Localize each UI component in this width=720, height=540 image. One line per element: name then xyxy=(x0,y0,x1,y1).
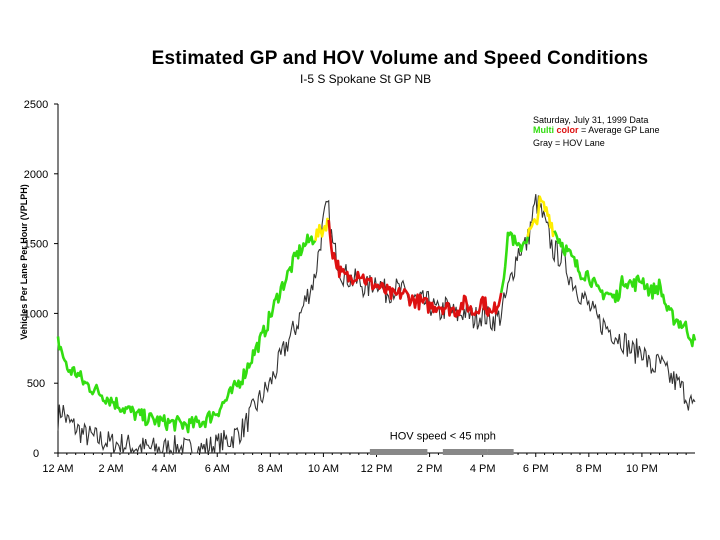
series-gp-lane-green xyxy=(56,233,317,434)
series-gp-lane-yellow xyxy=(526,195,556,238)
legend-multi-color: Multi color = Average GP Lane xyxy=(533,125,660,135)
hov-slow-bar xyxy=(487,449,514,455)
x-tick-label: 10 PM xyxy=(626,463,658,475)
y-tick-label: 1500 xyxy=(24,239,48,251)
x-tick-label: 2 AM xyxy=(99,463,124,475)
series-gp-lane-red xyxy=(327,219,503,318)
hov-slow-bar xyxy=(442,449,488,455)
series-gp-lane-green xyxy=(553,230,697,348)
y-tick-label: 500 xyxy=(27,378,45,390)
hov-slow-bar xyxy=(369,449,428,455)
legend-color-word: color xyxy=(557,125,580,135)
chart-subtitle: I-5 S Spokane St GP NB xyxy=(300,72,432,86)
x-tick-label: 8 PM xyxy=(576,463,602,475)
series-gp-lane-yellow xyxy=(314,217,330,241)
y-tick-label: 2000 xyxy=(24,169,48,181)
x-tick-label: 8 AM xyxy=(258,463,283,475)
y-tick-label: 2500 xyxy=(24,99,48,111)
hov-speed-label: HOV speed < 45 mph xyxy=(390,431,496,443)
series-gp-lane-green xyxy=(499,231,530,294)
legend-multi-desc: = Average GP Lane xyxy=(579,125,660,135)
legend: Saturday, July 31, 1999 Data Multi color… xyxy=(533,115,660,148)
x-tick-label: 2 PM xyxy=(417,463,443,475)
x-tick-label: 12 AM xyxy=(42,463,73,475)
y-tick-label: 1000 xyxy=(24,308,48,320)
x-tick-label: 4 AM xyxy=(152,463,177,475)
y-axis-label: Vehicles Per Lane Per Hour (VPLPH) xyxy=(19,184,29,340)
legend-gray-word: Gray xyxy=(533,138,553,148)
y-tick-label: 0 xyxy=(33,448,39,460)
x-tick-label: 6 PM xyxy=(523,463,549,475)
chart-title: Estimated GP and HOV Volume and Speed Co… xyxy=(151,48,649,69)
x-tick-label: 4 PM xyxy=(470,463,496,475)
legend-gray-desc: = HOV Lane xyxy=(553,138,605,148)
legend-multi-word: Multi xyxy=(533,125,554,135)
x-tick-label: 10 AM xyxy=(308,463,339,475)
x-tick-label: 12 PM xyxy=(361,463,393,475)
series-hov-lane xyxy=(57,194,696,456)
x-tick-label: 6 AM xyxy=(205,463,230,475)
legend-date: Saturday, July 31, 1999 Data xyxy=(533,115,648,125)
legend-gray: Gray = HOV Lane xyxy=(533,138,605,148)
